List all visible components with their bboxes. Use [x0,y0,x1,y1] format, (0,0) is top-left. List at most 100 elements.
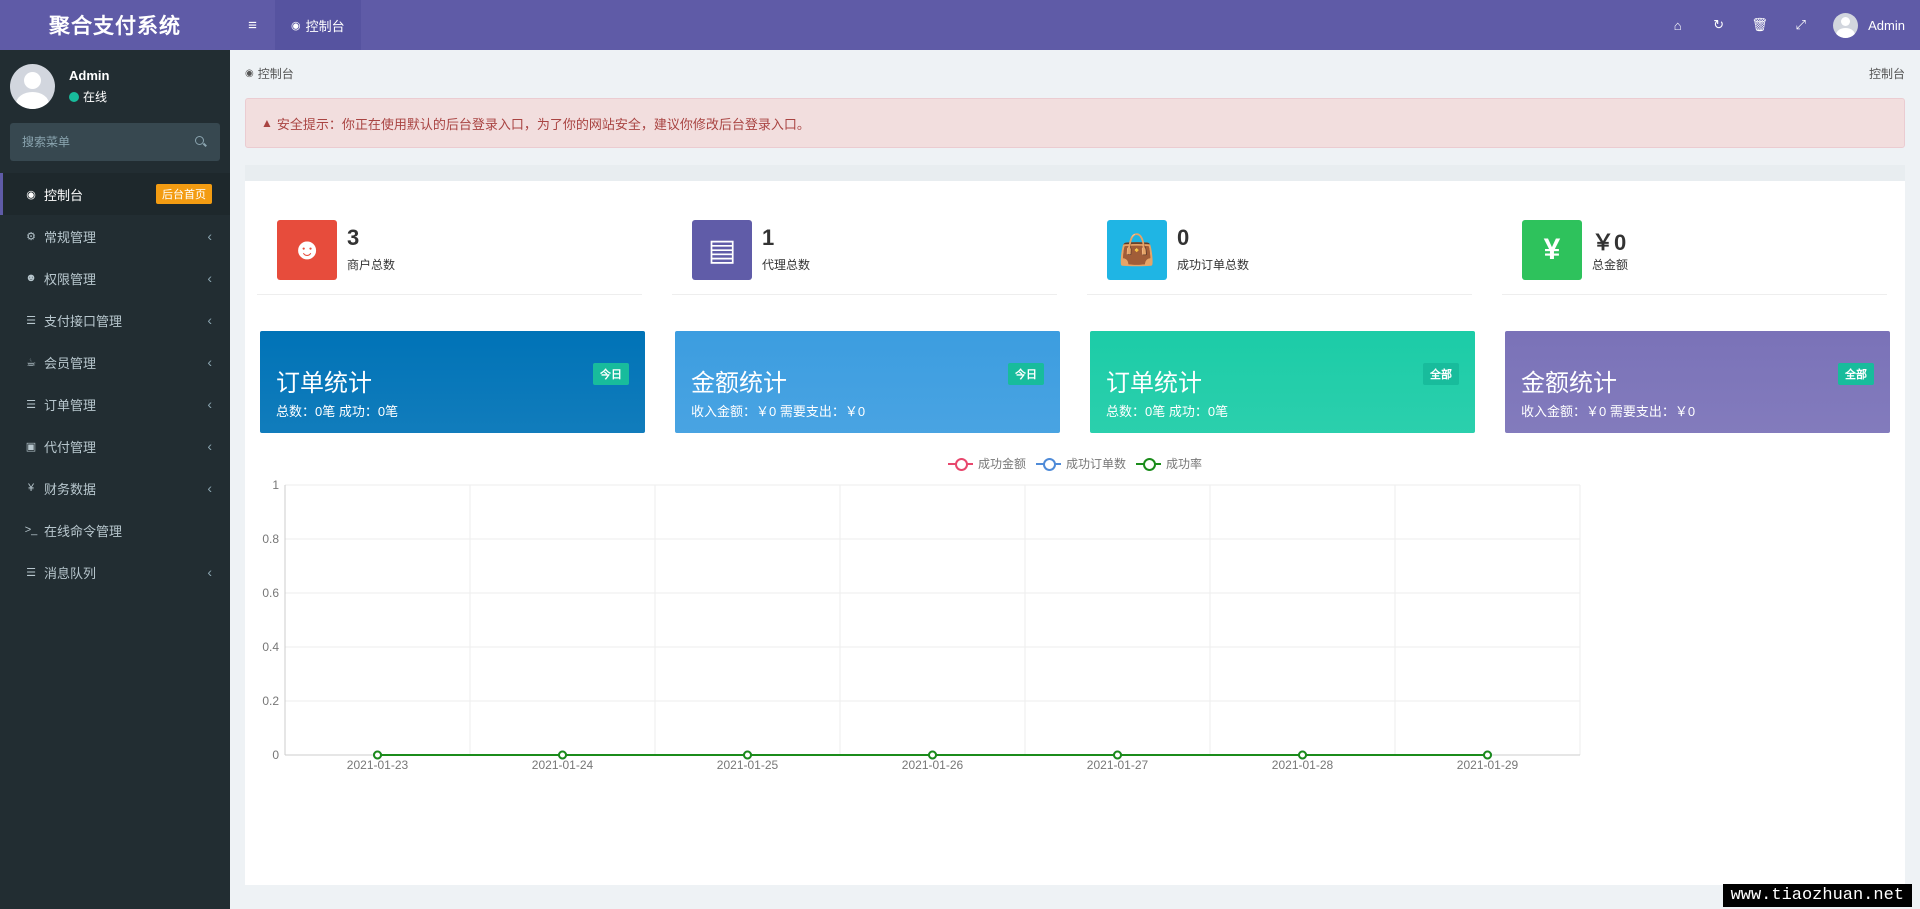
search-icon[interactable] [194,135,208,149]
stat-card-badge: 全部 [1423,363,1459,385]
tab-dashboard-label: 控制台 [305,18,345,34]
warning-icon: ▲ [261,116,273,130]
security-alert-text: 安全提示：你正在使用默认的后台登录入口，为了你的网站安全，建议你修改后台登录入口… [276,116,810,132]
sidebar-item-label: 订单管理 [44,397,97,413]
sidebar-item-5[interactable]: ☰ 订单管理 ‹ [0,383,230,425]
data-point [1298,750,1307,760]
chevron-left-icon: ‹ [207,312,212,328]
refresh-icon: ↻ [1713,17,1725,32]
user-name: Admin [69,68,110,83]
user-status: 在线 [69,88,109,105]
chevron-left-icon: ‹ [207,438,212,454]
tab-dashboard[interactable]: ◉ 控制台 [275,0,361,50]
legend-marker-icon [1136,457,1161,471]
app-logo[interactable]: 聚合支付系统 [0,0,230,50]
cogs-icon: ⚙ [26,230,36,243]
header-user-name: Admin [1868,17,1905,33]
legend-marker-icon [1035,457,1061,471]
info-box: ¥ ￥0 总金额 [1502,215,1887,295]
data-point [1113,750,1122,760]
panel-heading [245,165,1905,181]
dashboard-icon: ◉ [26,188,36,201]
data-point [1483,750,1492,760]
sidebar-item-label: 权限管理 [44,271,97,287]
sidebar-item-8[interactable]: >_ 在线命令管理 [0,509,230,551]
stat-card: 金额统计 今日 收入金额：￥0 需要支出：￥0 [675,331,1060,433]
sidebar-menu: ◉ 控制台 后台首页 ⚙ 常规管理 ‹ ☻ 权限管理 ‹ ☰ 支付接口管理 ‹ ☕ 会员管理 ‹ ☰ 订单管理 ‹… [0,173,230,593]
list-icon: ☰ [26,566,36,579]
refresh-button[interactable]: ↻ [1698,0,1739,50]
chevron-left-icon: ‹ [207,354,212,370]
list-alt-icon: ☰ [26,398,36,411]
chevron-left-icon: ‹ [207,228,212,244]
sidebar-item-label: 支付接口管理 [44,313,123,329]
legend-label: 成功金额 [977,457,1026,471]
sidebar-item-6[interactable]: ▣ 代付管理 ‹ [0,425,230,467]
sidebar-item-3[interactable]: ☰ 支付接口管理 ‹ [0,299,230,341]
y-tick-label: 0.4 [262,640,279,654]
menu-search-input[interactable] [22,135,194,149]
user-panel: Admin 在线 [0,50,230,123]
x-tick-label: 2021-01-25 [717,758,779,772]
main-content: ◉ 控制台 控制台 ▲ 安全提示：你正在使用默认的后台登录入口，为了你的网站安全… [230,50,1920,909]
data-point [928,750,937,760]
info-box-label: 成功订单总数 [1177,258,1250,272]
sidebar-item-2[interactable]: ☻ 权限管理 ‹ [0,257,230,299]
sidebar-item-label: 财务数据 [44,481,97,497]
x-tick-label: 2021-01-28 [1272,758,1334,772]
line-chart: 0 0.2 0.4 0.6 0.8 1 2021-01-23 2021-01-24 2021-0… [262,478,1581,772]
stat-card-title: 订单统计 [1106,370,1202,397]
sidebar-item-7[interactable]: ¥ 财务数据 ‹ [0,467,230,509]
sidebar-item-4[interactable]: ☕ 会员管理 ‹ [0,341,230,383]
dashboard-icon: ◉ [291,19,301,32]
vcard-icon: ▤ [692,220,752,280]
breadcrumb-current[interactable]: 控制台 [1868,67,1905,81]
chevron-left-icon: ‹ [207,270,212,286]
stat-card: 金额统计 全部 收入金额：￥0 需要支出：￥0 [1505,331,1890,433]
info-box: ▤ 1 代理总数 [672,215,1057,295]
sidebar-item-label: 常规管理 [44,229,97,245]
online-dot-icon [69,91,79,102]
sidebar-item-label: 控制台 [44,187,84,203]
user-menu[interactable]: Admin [1821,12,1920,38]
info-box-value: ￥0 [1592,230,1627,255]
y-tick-label: 0.6 [262,586,279,600]
data-point [373,750,382,760]
stat-card: 订单统计 今日 总数：0笔 成功：0笔 [260,331,645,433]
yen-icon: ¥ [27,482,35,494]
stat-card-badge: 今日 [1008,363,1044,385]
top-header: ≡ ◉ 控制台 ⌂ ↻ 🗑 ⤢ Admin [230,0,1920,50]
fullscreen-button[interactable]: ⤢ [1780,0,1821,50]
stat-card-detail: 总数：0笔 成功：0笔 [276,404,399,419]
stat-card-title: 金额统计 [1521,370,1617,397]
clear-cache-button[interactable]: 🗑 [1739,0,1780,50]
trash-icon: 🗑 [1751,17,1768,32]
legend-label: 成功率 [1166,457,1203,471]
legend-item[interactable]: 成功订单数 [1035,455,1126,472]
y-tick-label: 0 [272,748,279,762]
sidebar-item-0[interactable]: ◉ 控制台 后台首页 [0,173,230,215]
sidebar-item-1[interactable]: ⚙ 常规管理 ‹ [0,215,230,257]
legend-label: 成功订单数 [1065,457,1126,471]
breadcrumb: ◉ 控制台 控制台 [245,65,1905,82]
yen-icon: ¥ [1522,220,1582,280]
info-box-label: 总金额 [1592,258,1629,272]
info-box: ☻ 3 商户总数 [257,215,642,295]
terminal-icon: >_ [24,524,38,536]
dashboard-panel: ☻ 3 商户总数 ▤ 1 代理总数 👜 0 成功订单总数 ¥ ￥0 总金额 订单统计 今日 总数：0笔 成… [245,165,1905,885]
home-button[interactable]: ⌂ [1657,0,1698,50]
menu-search [10,123,220,161]
info-box-label: 代理总数 [762,258,811,272]
home-badge: 后台首页 [156,184,212,204]
chevron-left-icon: ‹ [207,564,212,580]
chart-legend: 成功金额 成功订单数 成功率 [245,455,1905,472]
x-tick-label: 2021-01-29 [1457,758,1519,772]
sidebar-toggle-button[interactable]: ≡ [230,0,275,50]
stat-card-title: 订单统计 [276,370,372,397]
legend-item[interactable]: 成功率 [1136,455,1202,472]
sidebar-item-9[interactable]: ☰ 消息队列 ‹ [0,551,230,593]
coffee-icon: ☕ [26,356,36,369]
dashboard-icon: ◉ [245,68,254,79]
info-box-value: 3 [347,225,360,250]
legend-item[interactable]: 成功金额 [947,455,1026,472]
